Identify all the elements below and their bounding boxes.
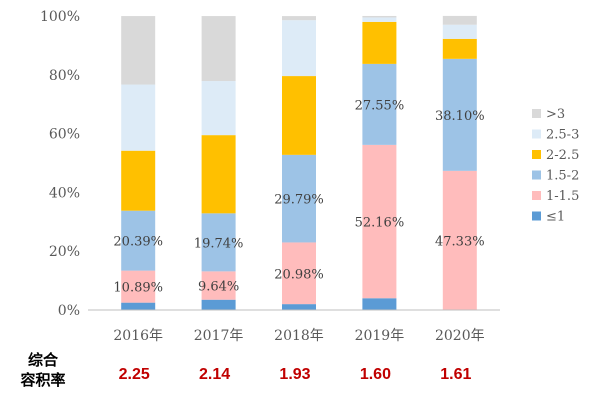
- bar-segment: [282, 76, 316, 155]
- bar-segment: [362, 63, 397, 145]
- y-tick-label: 20%: [49, 244, 80, 260]
- bar-segment: [282, 242, 316, 305]
- data-label: 9.64%: [198, 280, 239, 295]
- far-label-line1: 综合: [28, 351, 59, 369]
- bar-segment: [362, 21, 397, 64]
- legend: >3 2.5-3 2-2.5 1.5-2 1-1.5 ≤1: [532, 107, 579, 225]
- bar-segment: [282, 16, 316, 21]
- bar-segment: [362, 17, 397, 22]
- bar-segment: [121, 84, 156, 151]
- x-tick-label: 2019年: [355, 328, 405, 344]
- x-tick-label: 2018年: [274, 328, 324, 344]
- legend-swatch: [532, 109, 541, 118]
- far-label-line2: 容积率: [19, 371, 65, 389]
- bar-segment: [282, 20, 316, 77]
- legend-swatch: [532, 211, 541, 221]
- bar-segment: [442, 24, 477, 39]
- bar-segment: [201, 81, 236, 136]
- legend-label: ≤1: [546, 210, 565, 225]
- data-label: 27.55%: [355, 98, 405, 113]
- legend-label: 2.5-3: [546, 128, 579, 143]
- x-tick-label: 2020年: [435, 328, 485, 344]
- legend-swatch: [532, 170, 541, 180]
- bar-segment: [121, 16, 156, 85]
- y-tick-label: 80%: [49, 68, 80, 84]
- bar-segment: [201, 135, 236, 214]
- bar-segment: [362, 15, 397, 18]
- far-value: 1.60: [360, 366, 391, 383]
- bar-segment: [442, 58, 477, 171]
- y-tick-label: 100%: [40, 9, 80, 25]
- data-label: 20.39%: [113, 235, 163, 250]
- far-footer: 综合 容积率 2.25 2.14 1.93 1.60 1.61: [19, 351, 471, 389]
- bar-segment: [282, 304, 316, 310]
- data-label: 29.79%: [274, 193, 324, 208]
- y-axis: 0% 20% 40% 60% 80% 100%: [40, 9, 80, 319]
- bar-segment: [362, 144, 397, 299]
- bar-segment: [442, 15, 477, 25]
- bar-segment: [362, 298, 397, 310]
- y-tick-label: 40%: [49, 185, 80, 201]
- legend-label: 2-2.5: [546, 148, 579, 163]
- far-value: 1.61: [440, 366, 471, 383]
- bar-segment: [442, 38, 477, 59]
- legend-swatch: [532, 150, 541, 159]
- data-labels: 10.89% 9.64% 20.98% 52.16% 47.33% 20.39% 19.74…: [113, 98, 484, 295]
- bar-segment: [121, 302, 156, 310]
- bar-segment: [121, 210, 156, 271]
- bar-segment: [121, 150, 156, 211]
- bar-segment: [282, 154, 316, 243]
- bar-segment: [201, 299, 236, 310]
- bar-segment: [201, 16, 236, 82]
- legend-swatch: [532, 191, 541, 200]
- x-tick-label: 2017年: [194, 328, 244, 344]
- data-label: 19.74%: [194, 236, 244, 251]
- legend-swatch: [532, 129, 541, 139]
- bar-segment: [442, 170, 477, 310]
- far-value: 2.25: [119, 366, 150, 383]
- bar-segment: [201, 213, 236, 272]
- legend-label: >3: [546, 107, 565, 122]
- legend-label: 1.5-2: [546, 169, 579, 184]
- y-tick-label: 60%: [49, 127, 80, 143]
- data-label: 52.16%: [355, 216, 405, 231]
- y-tick-label: 0%: [58, 303, 80, 319]
- far-value: 2.14: [199, 366, 230, 383]
- data-label: 20.98%: [274, 267, 324, 282]
- bar-stacks: [121, 15, 477, 310]
- x-tick-label: 2016年: [113, 328, 163, 344]
- x-axis: 2016年 2017年 2018年 2019年 2020年: [113, 328, 484, 344]
- legend-label: 1-1.5: [546, 189, 579, 204]
- bar-segment: [121, 270, 156, 303]
- bar-segment: [201, 271, 236, 300]
- far-value: 1.93: [279, 366, 310, 383]
- data-label: 38.10%: [435, 109, 485, 124]
- data-label: 10.89%: [113, 281, 163, 296]
- data-label: 47.33%: [435, 234, 485, 249]
